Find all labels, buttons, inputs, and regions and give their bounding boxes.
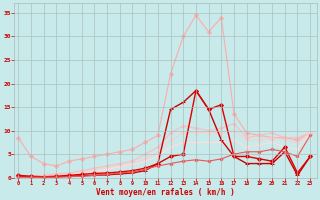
X-axis label: Vent moyen/en rafales ( km/h ): Vent moyen/en rafales ( km/h ) — [96, 188, 235, 197]
